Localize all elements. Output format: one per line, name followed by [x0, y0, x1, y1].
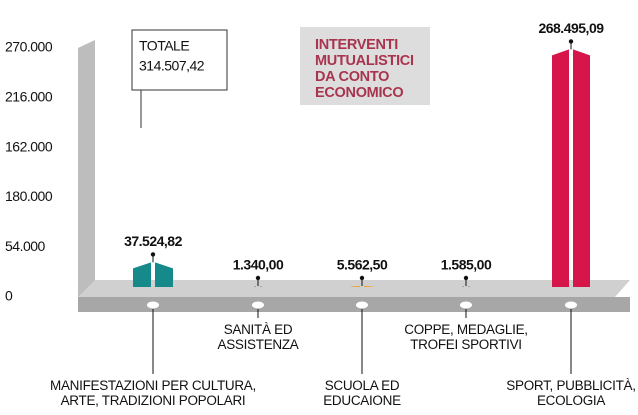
y-tick-label: 270.000: [5, 39, 53, 55]
bar: [254, 286, 262, 287]
value-label: 1.340,00: [233, 257, 284, 273]
y-tick-label: 54.000: [5, 238, 46, 254]
x-tick-label: MANIFESTAZIONI PER CULTURA, ARTE, TRADIZ…: [50, 378, 256, 408]
floor-front: [78, 297, 630, 312]
y-tick-label: 180.000: [5, 188, 53, 204]
chart-title: INTERVENTI MUTUALISTICI DA CONTO ECONOMI…: [300, 27, 430, 105]
value-label: 268.495,09: [538, 20, 604, 36]
y-tick-label: 216.000: [5, 89, 53, 105]
category-dot: [460, 301, 472, 309]
y-tick-label: 162.000: [5, 138, 53, 154]
value-dot: [568, 39, 574, 44]
value-label: 37.524,82: [124, 233, 182, 249]
category-dot: [147, 301, 159, 309]
bar: [552, 49, 590, 287]
value-dot: [150, 252, 156, 257]
category-dot: [565, 301, 577, 309]
x-tick-label: SCUOLA ED EDUCAIONE: [323, 378, 401, 408]
value-dot: [359, 275, 365, 281]
y-tick-label: 0: [5, 288, 13, 304]
value-dot: [463, 275, 469, 281]
value-dot: [255, 275, 261, 281]
value-label: 5.562,50: [337, 257, 388, 273]
category-dot: [356, 301, 368, 309]
bar: [462, 286, 470, 287]
total-label: TOTALE: [139, 38, 189, 54]
floor-top: [78, 280, 630, 297]
category-dot: [252, 301, 264, 309]
value-label: 1.585,00: [441, 257, 492, 273]
bar: [351, 286, 373, 287]
total-value: 314.507,42: [139, 58, 205, 74]
x-tick-label: COPPE, MEDAGLIE, TROFEI SPORTIVI: [404, 322, 528, 352]
bar: [133, 262, 173, 287]
total-box: [131, 29, 228, 91]
x-tick-label: SANITÀ ED ASSISTENZA: [217, 322, 299, 352]
wall-side: [78, 40, 95, 297]
x-tick-label: SPORT, PUBBLICITÀ, ECOLOGIA: [506, 378, 636, 408]
